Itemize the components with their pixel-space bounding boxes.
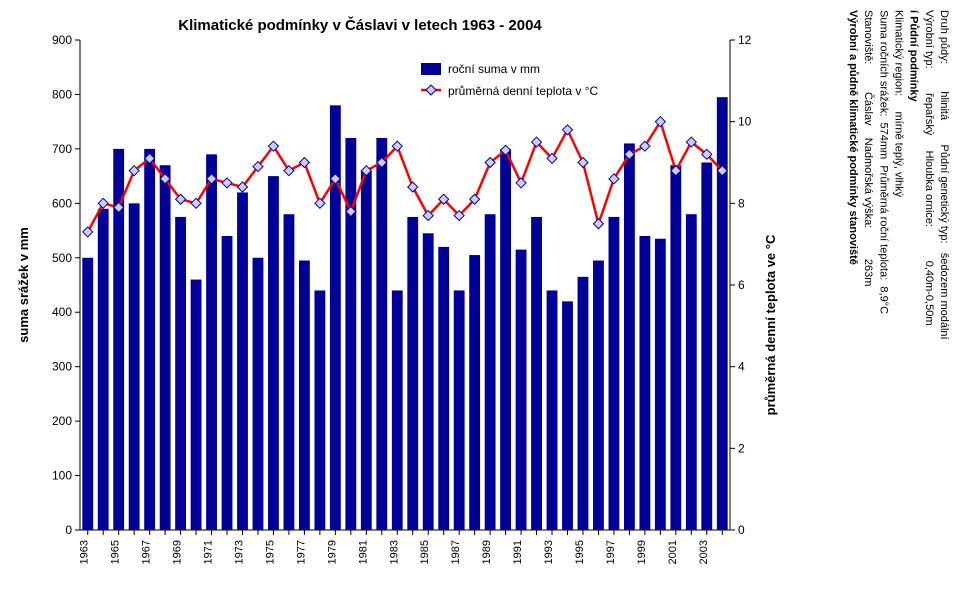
svg-text:600: 600	[52, 196, 72, 210]
svg-text:1999: 1999	[636, 540, 648, 564]
svg-text:1987: 1987	[450, 540, 462, 564]
svg-text:1983: 1983	[388, 540, 400, 564]
sidebar-info: Výrobní a půdně klimatické podmínky stan…	[800, 10, 950, 590]
svg-text:2: 2	[738, 441, 745, 455]
svg-text:1997: 1997	[605, 540, 617, 564]
svg-text:2001: 2001	[667, 540, 679, 564]
svg-text:průměrná denní teplota v °C: průměrná denní teplota v °C	[448, 84, 599, 98]
svg-text:1989: 1989	[481, 540, 493, 564]
svg-text:průměrná denní teplota ve °C: průměrná denní teplota ve °C	[763, 234, 778, 415]
side-row-1: Suma ročních srážek: 574mm Průměrná ročn…	[876, 10, 889, 590]
svg-text:6: 6	[738, 278, 745, 292]
svg-text:1963: 1963	[79, 540, 91, 564]
svg-text:1995: 1995	[574, 540, 586, 564]
svg-text:8: 8	[738, 196, 745, 210]
side-row2-1: Druh půdy: hlinitá Půdní genetický typ: …	[937, 10, 950, 590]
side-row-2: Klimatický region: mírně teplý, vlhký	[891, 10, 904, 590]
svg-text:800: 800	[52, 87, 72, 101]
svg-text:1965: 1965	[110, 540, 122, 564]
side-heading1: Výrobní a půdně klimatické podmínky stan…	[846, 10, 859, 590]
svg-text:1991: 1991	[512, 540, 524, 564]
svg-text:1979: 1979	[326, 540, 338, 564]
svg-text:200: 200	[52, 414, 72, 428]
svg-text:1975: 1975	[264, 540, 276, 564]
svg-text:2003: 2003	[698, 540, 710, 564]
climate-chart: Klimatické podmínky v Čáslavi v letech 1…	[10, 10, 790, 600]
svg-text:100: 100	[52, 469, 72, 483]
svg-text:300: 300	[52, 360, 72, 374]
svg-text:1971: 1971	[203, 540, 215, 564]
svg-text:1985: 1985	[419, 540, 431, 564]
svg-text:0: 0	[65, 523, 72, 537]
svg-text:500: 500	[52, 251, 72, 265]
side-row2-0: Výrobní typ: řepařský Hloubka ornice: 0,…	[922, 10, 935, 590]
svg-text:400: 400	[52, 305, 72, 319]
svg-text:1973: 1973	[234, 540, 246, 564]
svg-text:1981: 1981	[357, 540, 369, 564]
svg-text:1969: 1969	[172, 540, 184, 564]
svg-text:suma srážek v mm: suma srážek v mm	[16, 227, 31, 343]
svg-text:1993: 1993	[543, 540, 555, 564]
svg-text:Klimatické podmínky v Čáslavi: Klimatické podmínky v Čáslavi v letech 1…	[178, 16, 542, 34]
svg-text:700: 700	[52, 142, 72, 156]
svg-text:1967: 1967	[141, 540, 153, 564]
svg-text:900: 900	[52, 33, 72, 47]
svg-text:4: 4	[738, 360, 745, 374]
side-heading2: í Půdní podmínky	[906, 10, 919, 590]
svg-text:0: 0	[738, 523, 745, 537]
svg-text:10: 10	[738, 115, 752, 129]
side-row-0: Stanoviště: Čáslav Nadmořská výška: 263m	[861, 10, 874, 590]
svg-text:1977: 1977	[295, 540, 307, 564]
svg-text:roční suma v mm: roční suma v mm	[448, 62, 540, 76]
svg-text:12: 12	[738, 33, 752, 47]
